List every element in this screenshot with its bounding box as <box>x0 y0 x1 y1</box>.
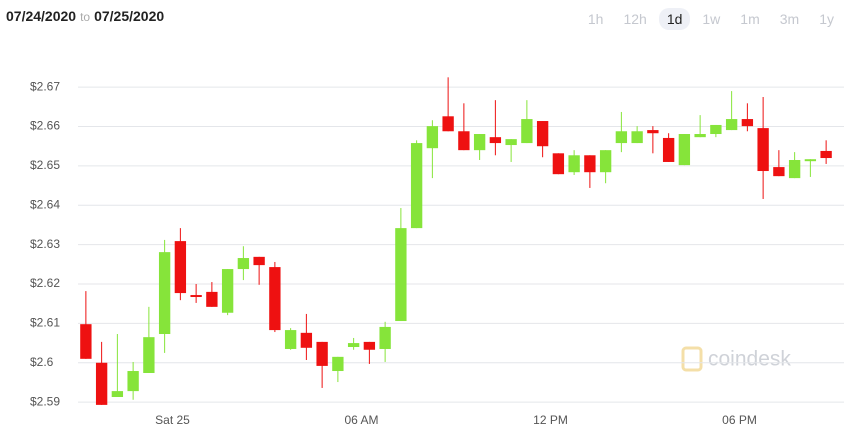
candle-body <box>111 391 124 398</box>
candle-body <box>568 155 580 173</box>
y-tick-label: $2.6 <box>30 355 54 369</box>
candle-body <box>804 159 817 162</box>
range-buttons: 1h 12h 1d 1w 1m 3m 1y <box>580 8 842 30</box>
candle-body <box>284 330 297 349</box>
range-button[interactable]: 1m <box>740 11 760 27</box>
candle-body <box>710 124 722 135</box>
range-button[interactable]: 1d <box>658 8 691 30</box>
candle-body <box>631 131 643 144</box>
separator: to <box>80 10 91 24</box>
end-date: 07/25/2020 <box>94 8 165 24</box>
candle-body <box>253 256 265 266</box>
candle-body <box>237 258 250 270</box>
candle-body <box>127 371 139 392</box>
x-tick-label: 06 AM <box>344 413 378 427</box>
candle-body <box>536 121 549 147</box>
candle-body <box>269 267 281 331</box>
y-tick-label: $2.63 <box>30 237 60 251</box>
candle-body <box>300 332 313 348</box>
candle-body <box>599 150 612 173</box>
y-tick-label: $2.62 <box>30 276 60 290</box>
watermark: coindesk <box>681 346 791 372</box>
candle-body <box>662 137 675 162</box>
candle-body <box>820 150 832 159</box>
date-range: 07/24/2020 to 07/25/2020 <box>6 8 164 24</box>
candle-body <box>395 228 407 322</box>
watermark-logo <box>681 346 703 372</box>
candle-body <box>773 167 785 177</box>
candle-body <box>725 119 738 131</box>
candle-body <box>363 341 376 350</box>
x-tick-label: 06 PM <box>722 413 757 427</box>
candle-body <box>757 128 769 172</box>
candle-body <box>458 131 470 151</box>
y-tick-label: $2.61 <box>30 316 60 330</box>
candle-body <box>788 160 801 179</box>
candle-body <box>473 134 486 151</box>
candle-body <box>442 116 454 132</box>
candle-body <box>678 134 691 166</box>
candle-body <box>221 269 234 313</box>
candle-body <box>347 343 360 348</box>
candle-body <box>647 130 659 134</box>
candle-body <box>332 356 344 372</box>
candle-body <box>316 341 328 366</box>
candle-body <box>694 134 706 138</box>
range-button[interactable]: 1y <box>819 11 834 27</box>
y-tick-label: $2.65 <box>30 158 60 172</box>
candle-body <box>80 324 92 359</box>
candle-body <box>158 252 171 335</box>
x-tick-label: 12 PM <box>533 413 568 427</box>
range-button[interactable]: 12h <box>623 11 647 27</box>
range-button[interactable]: 1w <box>702 11 721 27</box>
candle-body <box>206 291 218 307</box>
start-date: 07/24/2020 <box>6 8 77 24</box>
candle-body <box>143 337 155 373</box>
range-button[interactable]: 1h <box>587 11 604 27</box>
x-tick-label: Sat 25 <box>155 413 190 427</box>
candle-body <box>615 131 628 144</box>
candle-body <box>552 153 565 175</box>
range-button[interactable]: 3m <box>779 11 800 27</box>
y-tick-label: $2.59 <box>30 394 60 408</box>
candle-body <box>505 139 517 146</box>
candle-body <box>410 143 423 229</box>
candle-body <box>174 241 187 294</box>
watermark-text: coindesk <box>708 348 791 371</box>
candle-body <box>379 326 391 349</box>
candle-body <box>584 155 596 173</box>
candle-body <box>741 119 754 127</box>
y-tick-label: $2.66 <box>30 119 60 133</box>
candle-body <box>190 295 202 298</box>
candle-body <box>95 362 108 405</box>
candle-body <box>489 137 502 144</box>
candle-body <box>521 119 533 144</box>
y-tick-label: $2.64 <box>30 197 60 211</box>
y-tick-label: $2.67 <box>30 79 60 93</box>
candle-body <box>426 126 439 149</box>
